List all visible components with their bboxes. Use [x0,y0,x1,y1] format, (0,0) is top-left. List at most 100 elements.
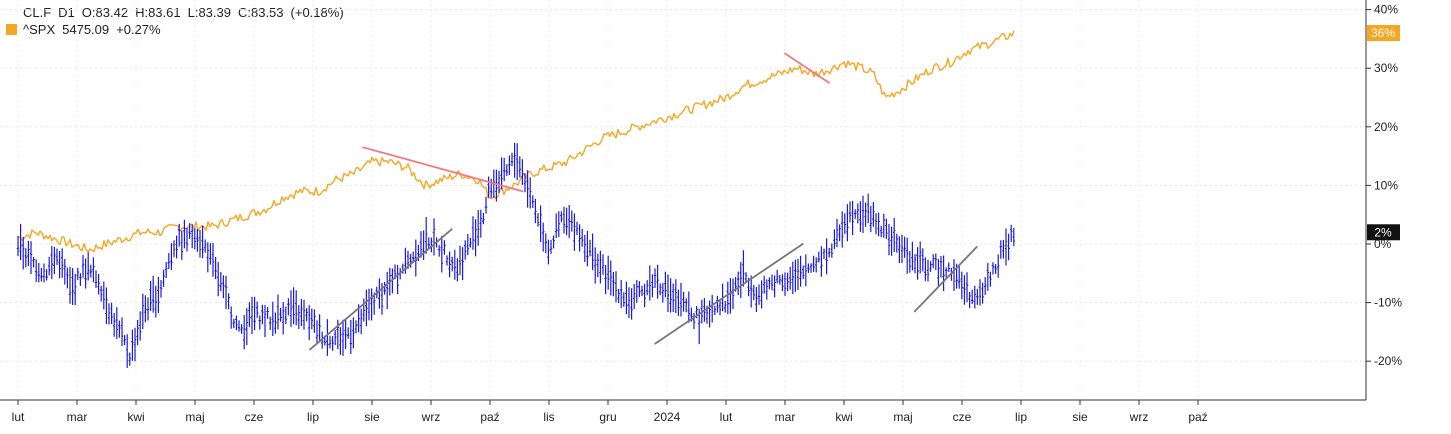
ohlc-bar [926,259,930,282]
ohlc-bar [934,253,938,271]
ohlc-bar [151,275,155,313]
ohlc-bar [539,205,542,242]
ohlc-bar [422,230,425,260]
ohlc-bar [294,290,298,326]
ohlc-bar [830,243,834,258]
legend-row-secondary[interactable]: ^SPX 5475.09 +0.27% [6,21,344,38]
ohlc-bar [981,282,984,304]
ohlc-bar [419,231,423,258]
ohlc-bar [708,300,711,328]
ohlc-bar [349,319,353,355]
ohlc-bar [253,296,256,331]
ohlc-bar [1007,233,1010,261]
ohlc-bar [497,170,501,193]
ohlc-bar [510,152,514,167]
ohlc-bar [929,261,932,272]
ohlc-bar [310,308,314,330]
ohlc-bar [302,299,306,330]
ohlc-bar [424,217,428,254]
ohlc-bar [786,272,789,292]
ohlc-bar [203,239,207,253]
ohlc-bar [765,279,769,300]
x-tick-label: lip [307,410,319,424]
ohlc-bar [656,264,659,299]
ohlc-bar [515,143,519,181]
ohlc-bar [861,195,865,233]
ohlc-bar [365,289,368,327]
chart-legend: CL.F D1 O:83.42 H:83.61 L:83.39 C:83.53 … [6,4,344,38]
ohlc-bar [227,293,230,310]
ohlc-bar [42,263,46,283]
ohlc-bar [796,258,800,290]
ohlc-bar [344,319,347,350]
ohlc-bar [898,236,901,264]
ohlc-bar [333,330,337,346]
ohlc-bar [947,262,951,273]
y-tick-label: -20% [1374,354,1402,368]
ohlc-bar [63,258,67,285]
ohlc-bar [601,254,605,275]
ohlc-bar [916,247,919,280]
ohlc-bar [835,218,839,248]
ohlc-bar [1002,239,1005,259]
ohlc-bar [614,271,618,303]
ohlc-bar [346,327,350,339]
ohlc-bar [736,271,740,296]
ohlc-bar [726,281,730,315]
ohlc-bar [968,291,971,308]
ohlc-bar [651,274,654,298]
ohlc-bar [508,155,511,175]
x-tick-label: lis [543,410,554,424]
x-tick-label: lut [720,410,733,424]
ohlc-bar [466,233,470,256]
ohlc-bar [983,277,987,295]
legend-symbol-primary: CL.F [23,5,52,20]
ohlc-bar [562,206,566,234]
ohlc-bar [71,268,74,305]
ohlc-bar [131,329,134,361]
trendline-support-4 [913,246,978,313]
ohlc-bar [661,282,665,303]
ohlc-bar [32,256,35,268]
ohlc-bar [890,226,893,256]
ohlc-bar [994,264,997,274]
ohlc-bar [900,234,904,264]
ohlc-bar [427,237,431,249]
ohlc-bar [261,304,264,325]
ohlc-bar [729,278,732,314]
spx-last-badge: 36% [1367,25,1400,42]
ohlc-bar [167,253,171,270]
trendline-resistance-1 [784,52,831,84]
ohlc-bar [573,213,576,251]
ohlc-bar [474,219,477,257]
ohlc-bar [632,283,636,310]
ohlc-bar [107,303,111,325]
ohlc-bar [159,280,163,298]
spx-line [17,30,1015,253]
ohlc-bar [937,259,940,288]
x-tick-label: paź [480,410,499,424]
ohlc-bar [840,211,844,248]
ohlc-bar [869,205,873,233]
ohlc-bar [952,259,956,292]
ohlc-bar [448,251,451,278]
ohlc-bar [866,193,870,224]
ohlc-bar [879,225,883,238]
ohlc-bar [149,280,152,311]
ohlc-bar [892,217,896,253]
ohlc-bar [352,317,355,349]
x-tick-label: gru [599,410,616,424]
legend-change-primary: (+0.18%) [290,5,344,20]
ohlc-bar [820,246,823,277]
ohlc-bar [469,237,472,248]
x-tick-label: paź [1188,410,1207,424]
ohlc-bar [214,256,217,280]
x-tick-label: maj [893,410,912,424]
ohlc-bar [271,301,275,337]
ohlc-bar [362,298,366,322]
ohlc-bar [502,157,506,182]
ohlc-bar [778,274,782,285]
ohlc-bar [812,255,815,272]
ohlc-bar [372,292,376,315]
